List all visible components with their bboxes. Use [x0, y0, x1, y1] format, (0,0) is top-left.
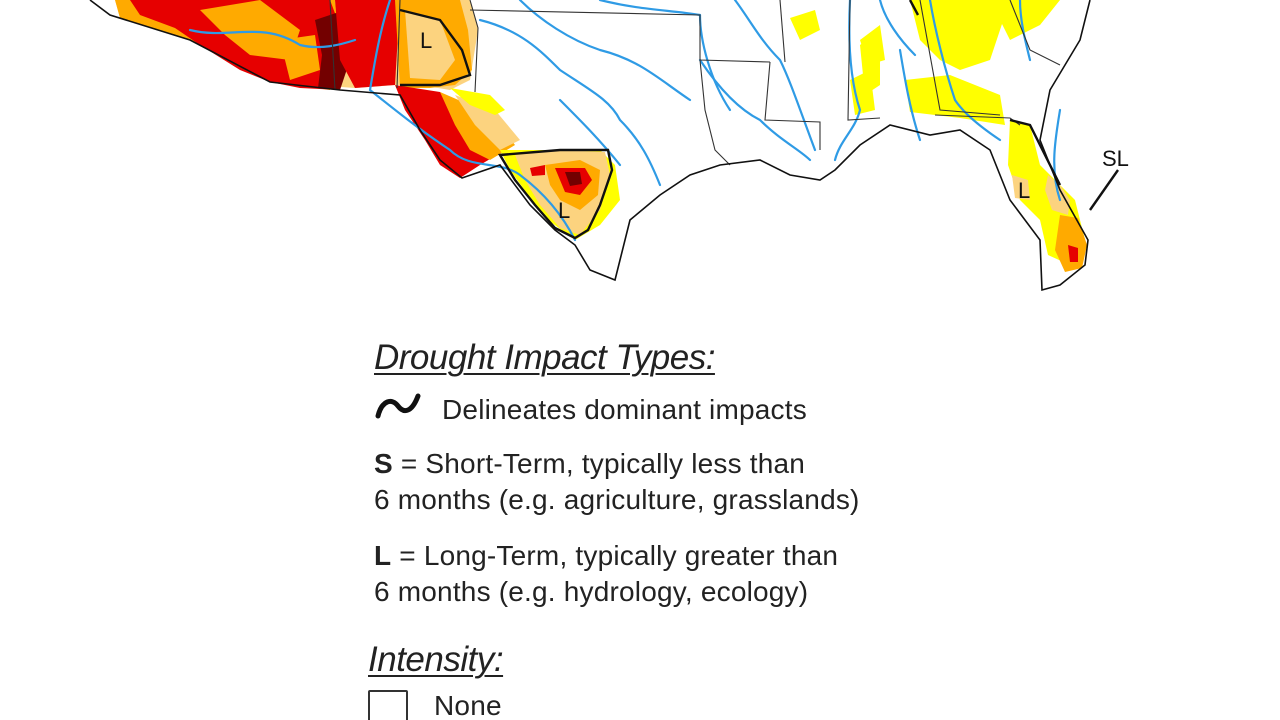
- long-term-definition-line1: L = Long-Term, typically greater than: [374, 540, 838, 572]
- impact-boundaries: [399, 0, 1119, 240]
- intensity-none-label: None: [434, 690, 502, 720]
- drought-area-exceptional-south-texas: [565, 172, 582, 186]
- drought-map: L L L SL: [89, 0, 1129, 292]
- intensity-heading: Intensity:: [368, 640, 504, 679]
- drought-area-moderate-panhandle: [405, 10, 455, 80]
- drought-area-dry-carolina: [990, 0, 1060, 40]
- short-term-key: S: [374, 448, 393, 479]
- intensity-none-swatch: [368, 690, 408, 720]
- short-term-text: = Short-Term, typically less than: [392, 448, 806, 479]
- impact-types-heading: Drought Impact Types:: [374, 338, 715, 377]
- long-term-definition-line2: 6 months (e.g. hydrology, ecology): [374, 576, 809, 607]
- map-label-sl-florida: SL: [1102, 146, 1129, 171]
- drought-area-extreme-south-florida: [1068, 245, 1078, 262]
- drought-area-dry-west-texas: [450, 88, 505, 115]
- drought-area-extreme-west-texas: [395, 85, 505, 178]
- coastline: [89, 0, 1091, 292]
- delineation-swoosh-icon: [375, 393, 421, 419]
- drought-area-dry-louisiana-arkansas: [790, 10, 885, 115]
- drought-area-severe-nm-patches: [200, 0, 320, 80]
- delineates-impacts-label: Delineates dominant impacts: [442, 394, 807, 425]
- drought-area-severe-south-florida: [1055, 215, 1087, 272]
- short-term-definition-line2: 6 months (e.g. agriculture, grasslands): [374, 484, 860, 515]
- map-label-l-new-mexico: L: [420, 28, 432, 53]
- short-term-definition-line1: S = Short-Term, typically less than: [374, 448, 805, 480]
- state-borders: [329, 0, 1061, 166]
- drought-area-dry-alabama-georgia: [860, 0, 1010, 125]
- map-label-l-florida: L: [1018, 178, 1030, 203]
- map-label-l-texas: L: [558, 198, 570, 223]
- long-term-text: = Long-Term, typically greater than: [391, 540, 839, 571]
- long-term-key: L: [374, 540, 392, 571]
- drought-area-moderate-west-texas: [455, 95, 520, 150]
